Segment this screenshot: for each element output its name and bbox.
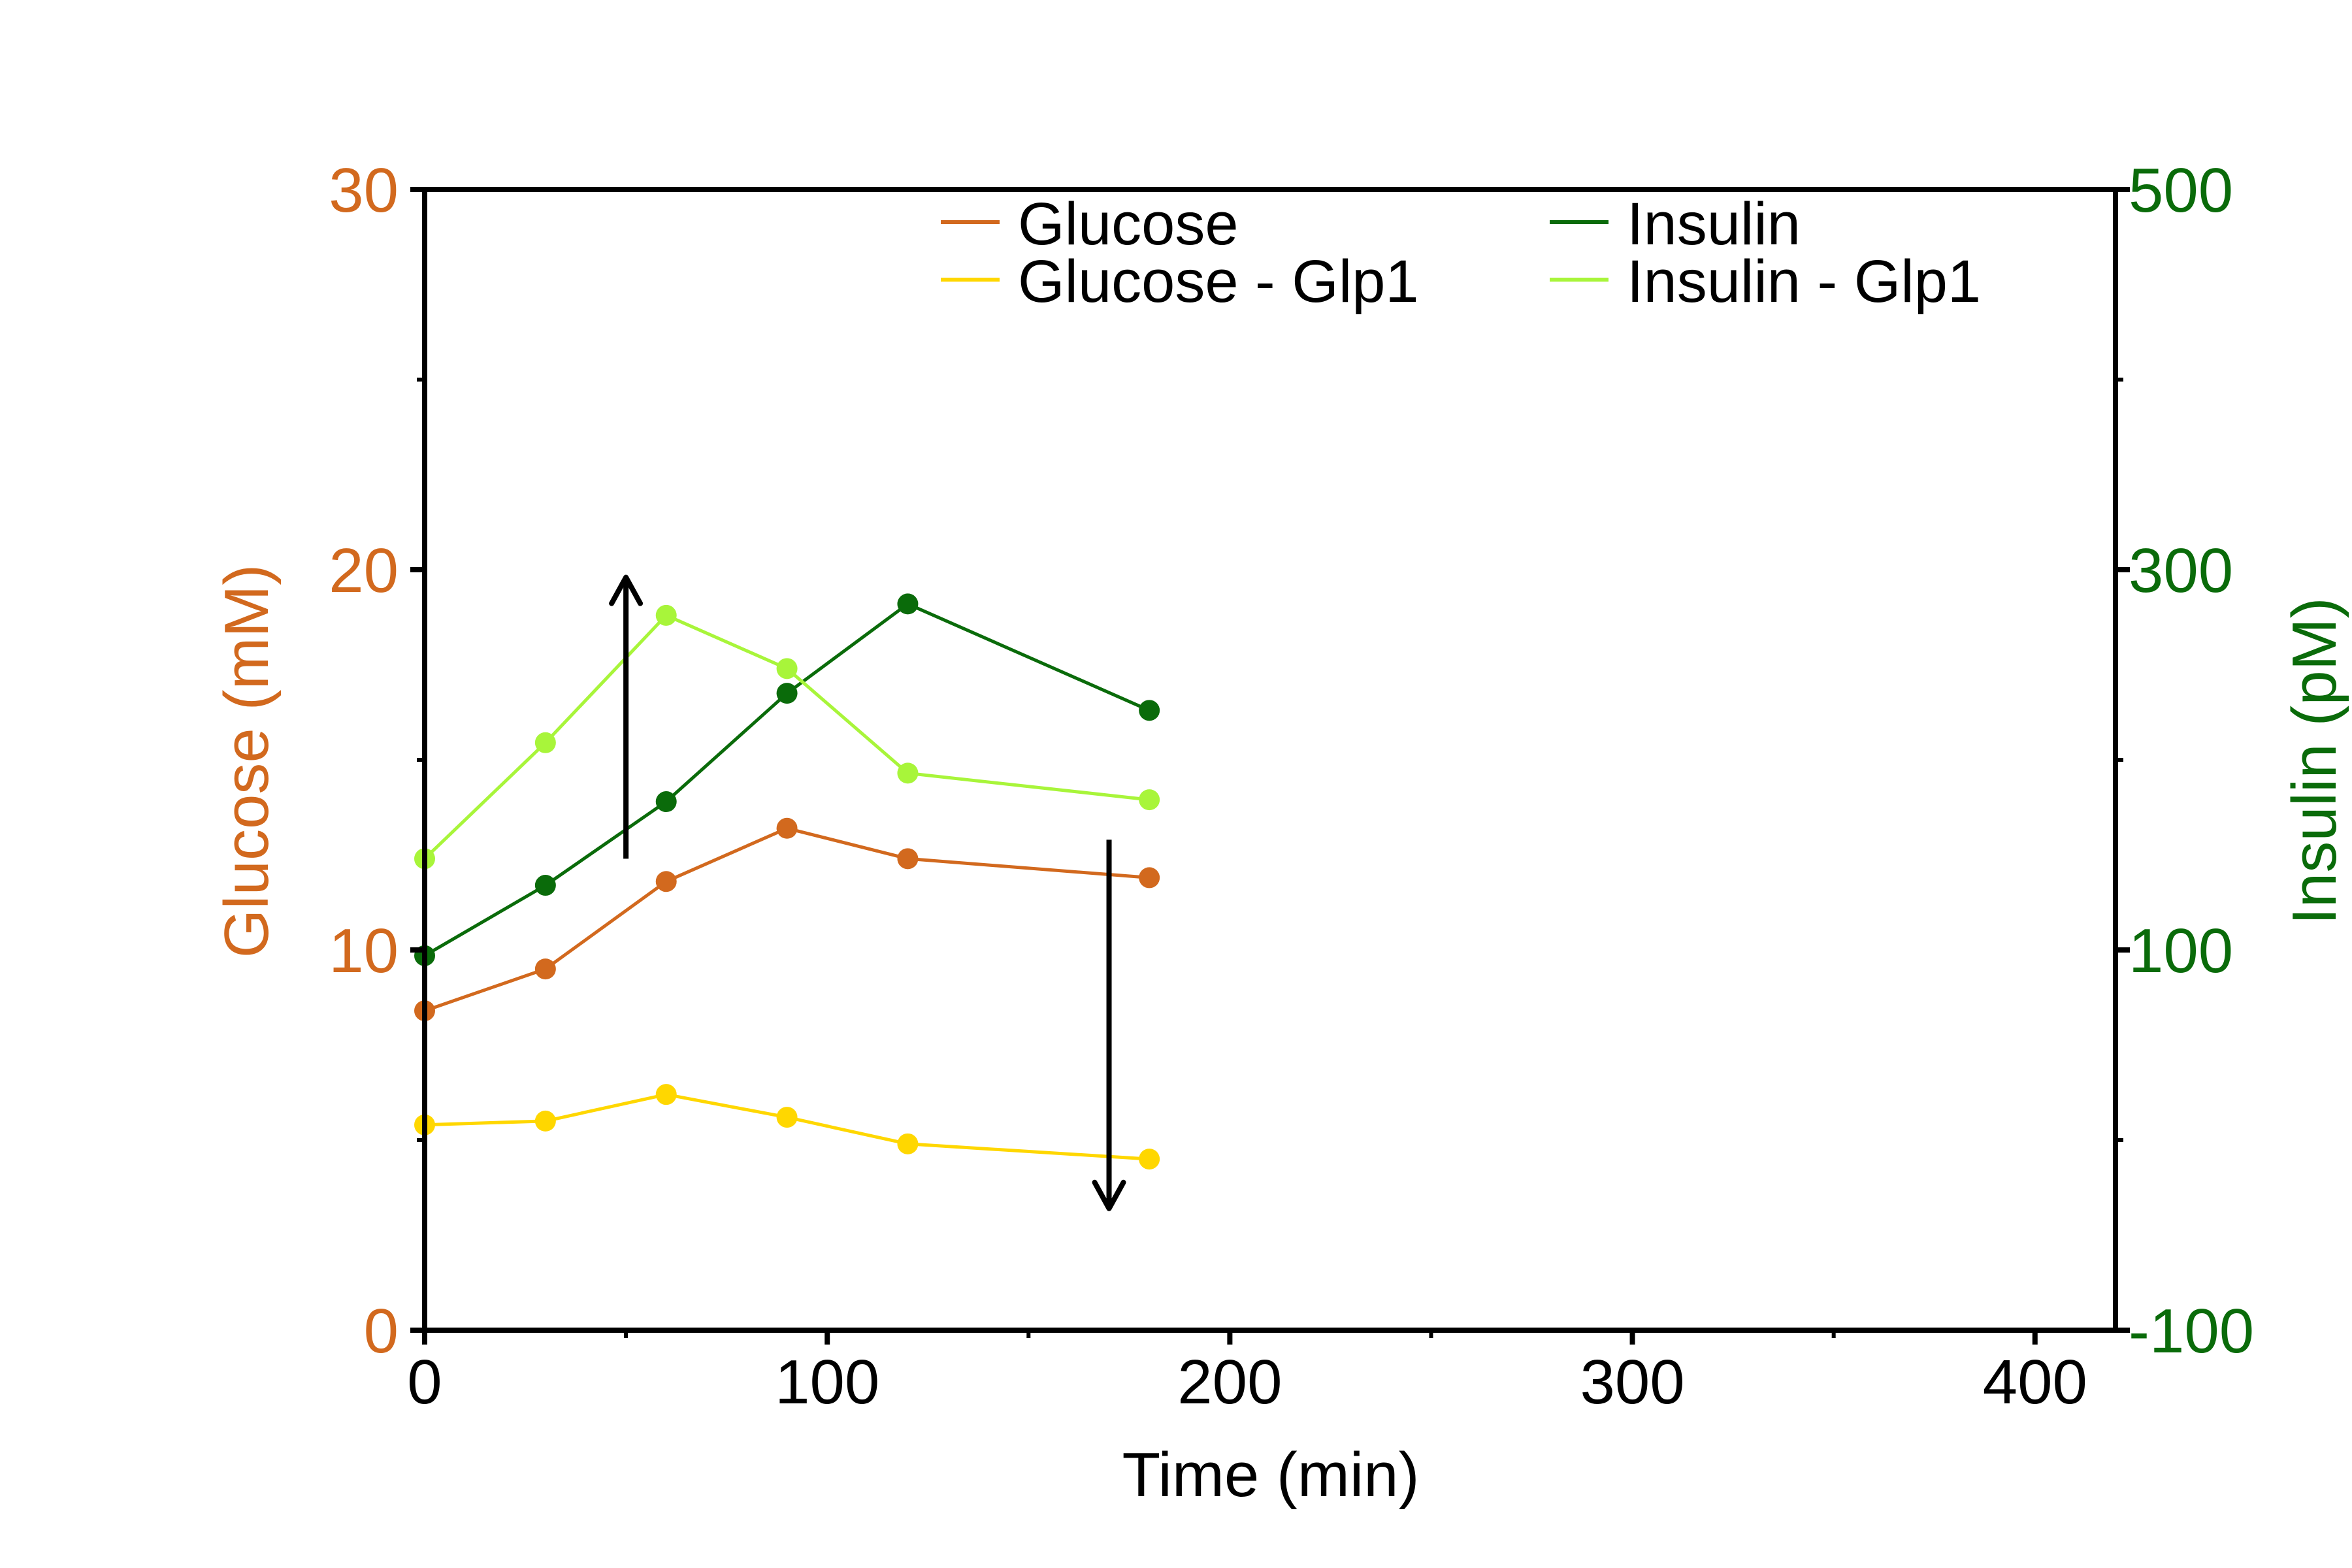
data-point-series-3-6 [1139, 700, 1160, 721]
x-tick-label-3: 200 [1177, 1347, 1282, 1417]
data-point-series-2-3 [655, 1084, 677, 1105]
data-point-series-2-4 [776, 1107, 798, 1128]
data-point-series-1-2 [534, 958, 556, 980]
y-axis-right-title: Insulin (pM) [2279, 597, 2349, 924]
x-tick-label-2: 100 [775, 1347, 879, 1417]
x-tick-label-4: 300 [1580, 1347, 1684, 1417]
arrow-head-1 [609, 574, 644, 606]
y-left-tick-label-3: 20 [329, 536, 399, 606]
y-right-tick-label-4: 500 [2129, 155, 2233, 225]
series-line-3 [423, 602, 1151, 957]
x-tick-label-1: 0 [407, 1347, 442, 1417]
arrow-head-2 [1092, 1179, 1126, 1211]
y-right-tick-label-2: 100 [2129, 916, 2233, 986]
data-point-series-2-5 [897, 1133, 919, 1154]
data-point-series-4-5 [897, 762, 919, 784]
y-axis-left-title: Glucose (mM) [212, 564, 282, 958]
x-axis-title: Time (min) [1122, 1440, 1419, 1510]
y-left-tick-label-4: 30 [329, 155, 399, 225]
legend-label-2: Glucose - Glp1 [1018, 248, 1419, 315]
data-point-series-2-6 [1139, 1149, 1160, 1170]
data-point-series-3-3 [655, 791, 677, 813]
y-left-tick-label-1: 0 [364, 1296, 399, 1366]
y-right-tick-label-1: -100 [2129, 1296, 2254, 1366]
data-point-series-3-2 [534, 875, 556, 896]
data-point-series-4-3 [655, 604, 677, 626]
x-tick-label-5: 400 [1983, 1347, 2087, 1417]
data-point-series-1-5 [897, 848, 919, 870]
data-point-series-1-4 [776, 817, 798, 839]
series-line-1 [424, 826, 1150, 1013]
legend-label-3: Insulin [1627, 191, 1801, 257]
data-point-series-2-2 [534, 1110, 556, 1132]
data-point-series-4-2 [534, 732, 556, 753]
data-point-series-1-3 [655, 871, 677, 892]
legend-label-1: Glucose [1018, 191, 1239, 257]
plot-marks [414, 574, 1160, 1211]
data-point-series-3-5 [897, 593, 919, 615]
y-right-tick-label-3: 300 [2129, 536, 2233, 606]
y-left-tick-label-2: 10 [329, 916, 399, 986]
data-point-series-4-4 [776, 658, 798, 679]
data-point-series-1-6 [1139, 867, 1160, 889]
data-point-series-4-6 [1139, 789, 1160, 811]
data-point-series-3-4 [776, 683, 798, 704]
series-line-2 [424, 1092, 1150, 1161]
axes-layer: 0 100 200 300 400 0 10 20 30 -100 100 300 500 [329, 155, 2254, 1417]
series-line-4 [423, 613, 1150, 860]
legend-label-4: Insulin - Glp1 [1627, 248, 1981, 315]
legend: Glucose Insulin Glucose - Glp1 Insulin - Gl… [941, 191, 1981, 315]
